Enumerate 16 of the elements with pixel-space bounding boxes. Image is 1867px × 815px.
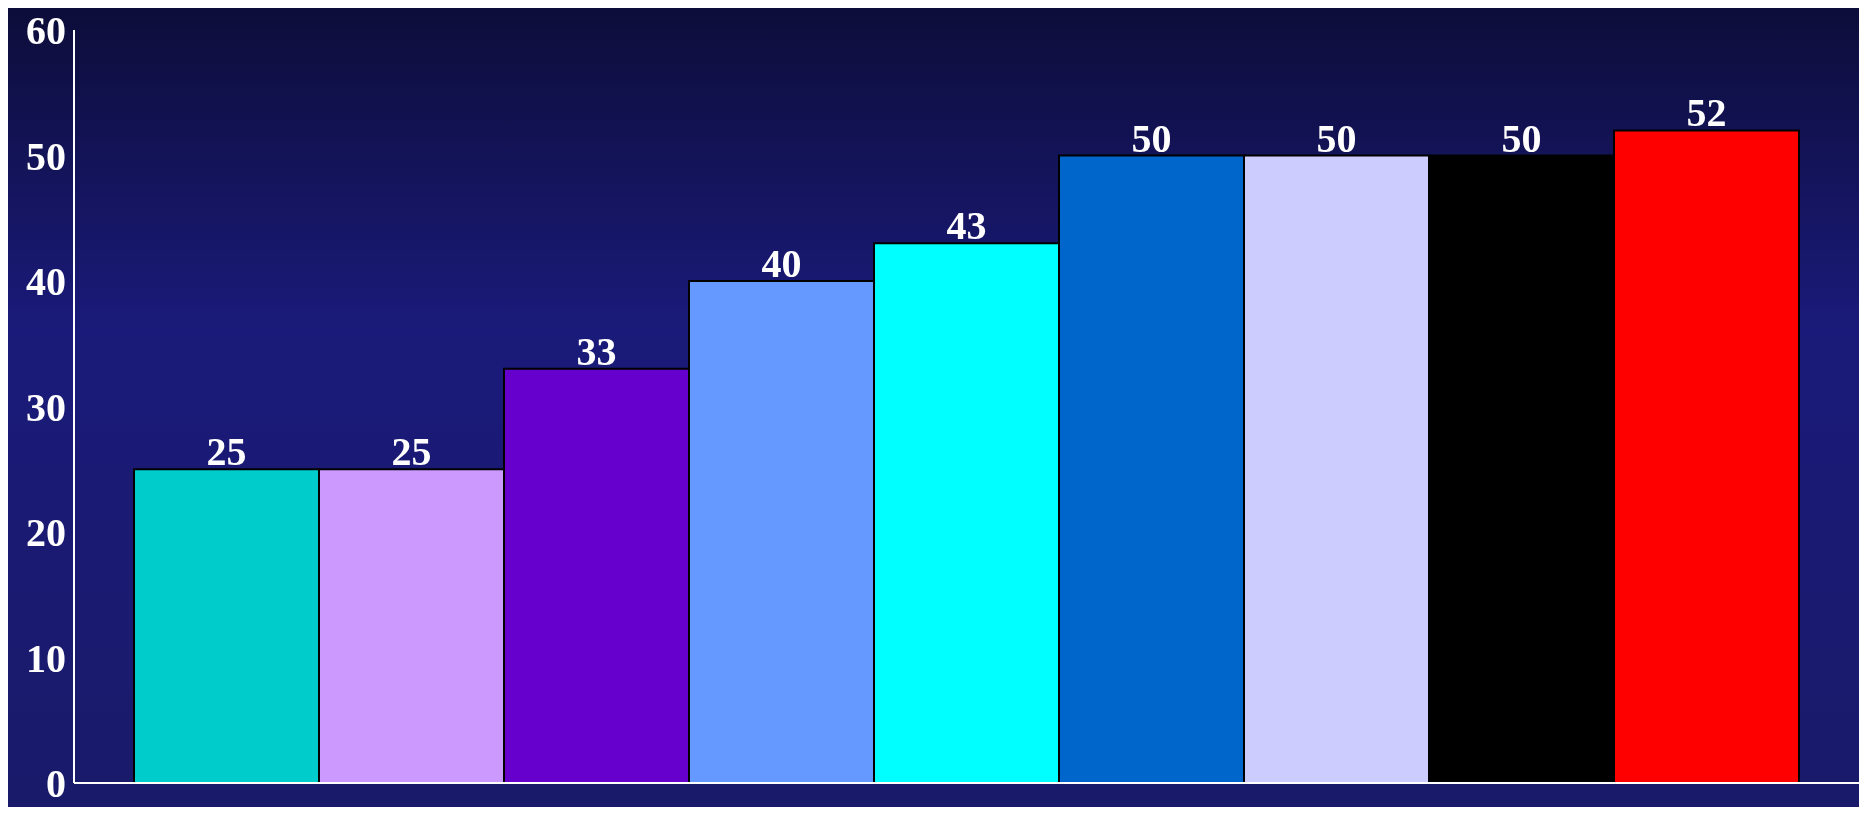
y-tick-label: 60 — [26, 8, 66, 54]
data-label: 52 — [1686, 90, 1727, 136]
y-tick-label: 20 — [26, 510, 66, 556]
data-label: 50 — [1131, 115, 1172, 161]
y-tick-label: 10 — [26, 635, 66, 681]
data-label: 43 — [946, 203, 987, 249]
data-label: 33 — [576, 328, 617, 374]
data-label: 40 — [761, 241, 802, 286]
data-label: 25 — [206, 429, 247, 475]
data-label: 50 — [1501, 115, 1542, 161]
y-tick-label: 40 — [26, 259, 66, 305]
y-tick-label: 30 — [26, 384, 66, 430]
y-tick-label: 0 — [46, 761, 66, 807]
data-label: 25 — [391, 429, 432, 475]
y-tick-label: 50 — [26, 133, 66, 179]
data-label: 50 — [1316, 115, 1357, 161]
